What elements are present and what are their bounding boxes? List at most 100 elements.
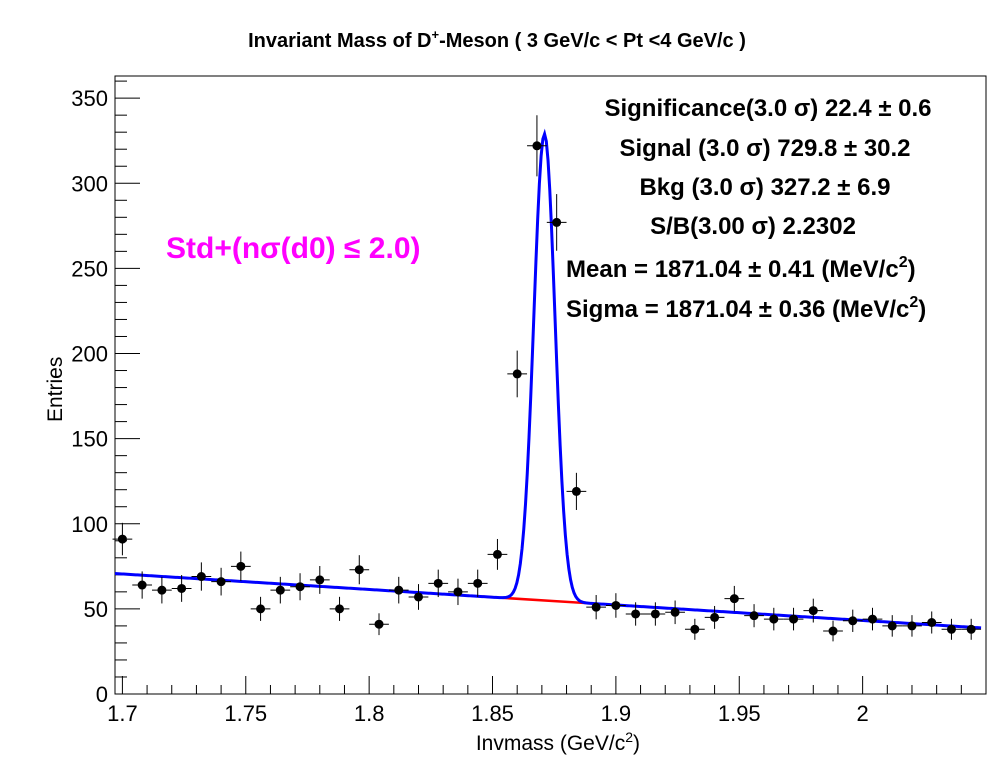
fit-curves [114,128,982,630]
data-point [230,551,251,582]
point-marker [374,619,384,629]
point-marker [927,617,937,627]
cut-label: Std+(nσ(d0) ≤ 2.0) [166,232,421,265]
data-point [546,194,567,251]
point-marker [137,580,147,590]
point-marker [907,621,917,631]
y-tick-label: 200 [71,342,108,367]
point-marker [650,609,660,619]
point-marker [354,565,364,575]
data-point [408,584,429,610]
point-marker [848,616,858,626]
data-point [921,611,942,634]
data-point [369,613,389,636]
y-tick-label: 50 [84,597,108,622]
point-marker [710,612,720,622]
data-point [487,538,508,570]
point-marker [236,561,246,571]
point-marker [335,604,345,614]
data-point [902,615,922,637]
point-marker [275,585,285,595]
x-tick-label: 1.85 [471,701,514,726]
point-marker [611,600,621,610]
data-point [329,596,350,621]
point-marker [394,585,404,595]
point-marker [177,583,187,593]
point-marker [532,141,542,151]
point-marker [690,624,700,634]
point-marker [492,549,502,559]
point-marker [808,606,818,616]
data-point [171,575,192,602]
x-tick-label: 1.75 [224,701,267,726]
data-point [941,618,962,640]
data-point [309,565,330,594]
y-tick-label: 150 [71,427,108,452]
point-marker [591,602,601,612]
data-point [349,555,370,585]
data-point [586,595,607,620]
data-point [684,618,705,640]
stat-mean: Mean = 1871.04 ± 0.41 (MeV/c2) [566,254,916,283]
data-point [842,609,863,632]
data-point [152,576,172,604]
data-point [823,620,843,642]
data-point [862,607,883,631]
point-marker [749,611,759,621]
data-point [191,562,212,591]
point-marker [157,585,167,595]
data-point [803,598,824,623]
stat-sigma: Sigma = 1871.04 ± 0.36 (MeV/c2) [566,294,926,323]
x-tick-label: 1.8 [354,701,385,726]
point-marker [887,621,897,631]
y-tick-label: 0 [96,682,108,707]
point-marker [196,572,206,582]
data-point [448,578,468,606]
point-marker [216,577,226,587]
y-tick-label: 100 [71,512,108,537]
data-point [606,593,626,618]
data-point [428,569,449,598]
stat-signal: Signal (3.0 σ) 729.8 ± 30.2 [619,135,910,162]
point-marker [512,369,522,379]
data-point [270,576,291,604]
y-axis-label: Entries [44,357,67,422]
data-point [527,115,547,177]
point-marker [413,592,423,602]
point-marker [552,217,562,227]
data-point [763,607,784,631]
data-point [112,522,133,556]
point-marker [295,582,305,592]
data-point [566,472,587,510]
data-point [744,604,764,628]
data-point [211,567,231,596]
point-marker [571,486,581,496]
chart-title: Invariant Mass of D+-Meson ( 3 GeV/c < P… [248,27,746,52]
data-point [507,350,528,398]
point-marker [631,609,641,619]
point-marker [453,587,463,597]
data-point [132,571,153,599]
data-point [250,596,271,621]
point-marker [729,594,739,604]
x-tick-label: 1.95 [718,701,761,726]
data-points [112,115,982,642]
stat-s-over-b: S/B(3.00 σ) 2.2302 [650,213,856,240]
point-marker [117,534,127,544]
point-marker [769,614,779,624]
point-marker [256,604,266,614]
point-marker [315,575,325,585]
x-axis-label: Invmass (GeV/c2) [476,729,640,755]
x-tick-label: 1.9 [601,701,632,726]
point-marker [473,578,483,588]
total-fit-line [114,128,982,630]
data-point [783,607,804,631]
data-point [625,602,646,626]
data-point [290,573,310,601]
point-marker [828,626,838,636]
y-tick-label: 250 [71,256,108,281]
data-point [388,576,409,604]
y-tick-label: 300 [71,171,108,196]
x-tick-label: 1.7 [107,701,138,726]
stat-significance: Significance(3.0 σ) 22.4 ± 0.6 [604,95,931,122]
